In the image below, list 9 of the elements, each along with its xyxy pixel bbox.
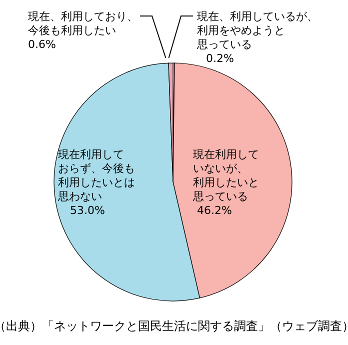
slice-label: 現在、利用しており、今後も利用したい (28, 10, 138, 37)
slice-label: 現在、利用しているが、利用をやめようと思っている (196, 10, 318, 51)
data-label: 0.6% (28, 38, 56, 51)
data-label: 0.2% (206, 52, 234, 65)
slice-label: 現在利用しておらず、今後も利用したいとは思わない (57, 148, 135, 203)
data-label: 46.2% (197, 204, 232, 217)
text: （出典）「ネットワークと国民生活に関する調査」（ウェブ調査） (0, 319, 348, 333)
data-label: 53.0% (70, 204, 105, 217)
slice-label: 現在利用していないが、利用したいと思っている (192, 148, 259, 203)
